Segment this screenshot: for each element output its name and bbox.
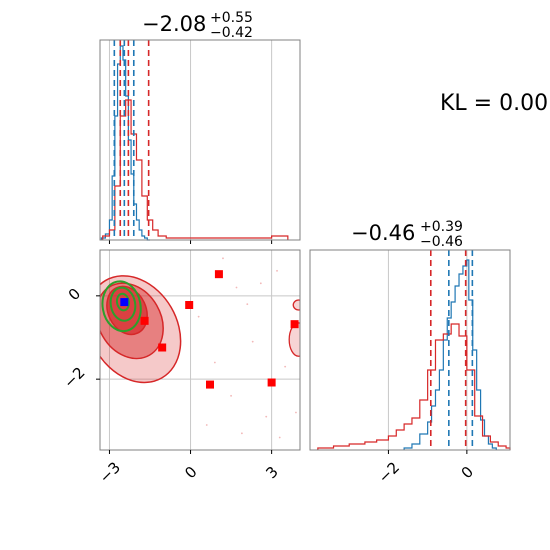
title-x2-lower: −0.46 [420,234,463,250]
panel-frame [99,39,301,241]
scatter-point [265,415,268,418]
x-tick-label: 0 [181,463,200,482]
title-x2-upper: +0.39 [420,219,463,235]
green-density-contour [115,292,131,312]
y-tick-label: 0 [65,285,84,304]
blue-square-marker [120,298,129,307]
panel-frame [309,249,511,451]
red-square-marker [185,301,194,309]
histogram-red [317,323,511,450]
panel-top-left [99,39,301,244]
red-square-marker [206,380,214,389]
scatter-point [222,257,224,260]
green-density-contour [109,286,137,322]
kl-label: KL = 0.00 [440,91,548,116]
scatter-point [197,315,200,318]
title-x1-lower: −0.42 [210,25,253,41]
red-square-marker [158,343,167,352]
red-square-marker [267,378,276,387]
scatter-point [278,436,281,439]
histogram-red [102,99,289,240]
scatter-point [213,361,216,364]
scatter-point [230,394,232,397]
y-tick-label: −2 [60,363,88,391]
x-tick-label: 0 [458,463,477,482]
red-square-marker [290,320,299,329]
histogram-blue [403,259,497,450]
x-tick-label: 3 [262,463,281,482]
panel-bottom-left-content [100,250,300,450]
scatter-point [246,303,249,306]
title-x2-value: −0.46 [351,221,415,245]
panel-frame [99,249,301,451]
x-tick-label: −3 [96,458,124,486]
title-x1: −2.08 +0.55 −0.42 [142,10,253,41]
histogram-blue [100,45,150,241]
scatter-point [251,340,254,343]
title-x1-upper: +0.55 [210,10,253,26]
scatter-point [284,365,287,368]
scatter-point [240,432,243,435]
scatter-point [205,424,208,426]
title-x2: −0.46 +0.39 −0.46 [351,219,463,250]
scatter-point [259,282,262,285]
scatter-point [276,269,278,272]
red-density-island [288,322,300,357]
panel-bottom-left: −3 0 3 0 −2 [60,249,301,487]
x-tick-label: −2 [375,458,403,486]
red-square-marker [214,270,223,279]
red-density-island [292,299,300,311]
scatter-point [295,411,297,414]
panel-bottom-right: −2 0 [309,249,511,487]
green-density-contour [101,280,142,333]
red-square-marker [140,316,149,325]
scatter-point [235,286,238,289]
title-x1-value: −2.08 [142,12,206,36]
